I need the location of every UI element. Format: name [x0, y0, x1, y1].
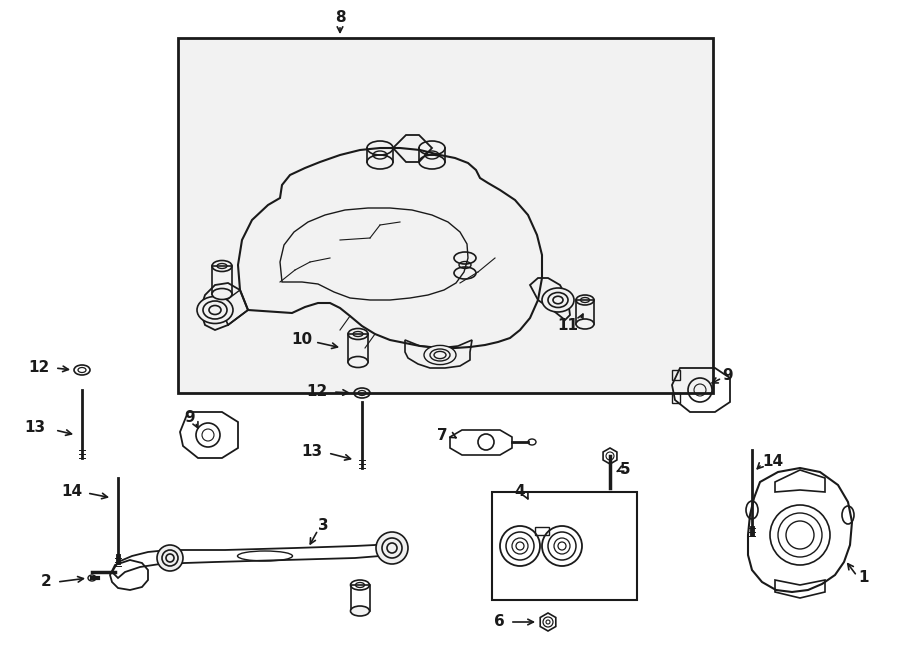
Bar	[535, 527, 549, 535]
Text: 9: 9	[184, 410, 195, 426]
Circle shape	[376, 532, 408, 564]
Bar	[672, 370, 680, 380]
Text: 1: 1	[858, 570, 868, 586]
Ellipse shape	[350, 606, 370, 616]
Text: 11: 11	[404, 241, 425, 256]
Bar	[212, 266, 232, 294]
Text: 6: 6	[494, 615, 505, 629]
Bar	[348, 334, 368, 362]
Ellipse shape	[542, 288, 574, 312]
Text: 13: 13	[24, 420, 45, 436]
Text: 2: 2	[41, 574, 52, 590]
Bar	[672, 393, 680, 403]
Text: 12: 12	[29, 360, 50, 375]
Text: 11: 11	[557, 318, 579, 333]
Text: 8: 8	[335, 11, 346, 26]
Ellipse shape	[576, 319, 594, 329]
Polygon shape	[280, 208, 468, 300]
Text: 10: 10	[291, 332, 312, 348]
Text: 5: 5	[620, 463, 631, 477]
Text: 4: 4	[515, 485, 525, 500]
Text: 3: 3	[318, 518, 328, 533]
Ellipse shape	[348, 356, 368, 368]
Text: 9: 9	[722, 368, 733, 383]
Text: 13: 13	[301, 444, 322, 459]
Text: 12: 12	[307, 385, 328, 399]
Circle shape	[157, 545, 183, 571]
Bar	[351, 585, 370, 611]
Text: 14: 14	[61, 485, 82, 500]
Text: 7: 7	[437, 428, 448, 442]
Ellipse shape	[212, 288, 232, 299]
Text: 14: 14	[762, 455, 783, 469]
Bar	[492, 492, 637, 600]
Bar	[178, 38, 713, 393]
Ellipse shape	[197, 297, 233, 323]
Ellipse shape	[424, 346, 456, 365]
Bar	[576, 300, 594, 324]
